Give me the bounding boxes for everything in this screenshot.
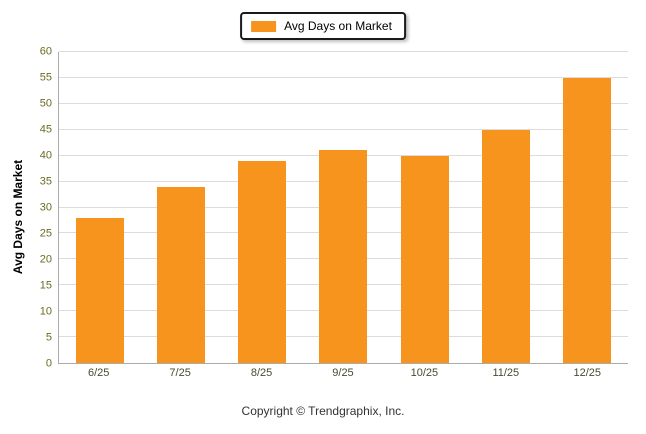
legend-swatch [251,20,277,32]
y-tick-label: 35 [39,175,52,188]
y-tick-label: 45 [39,123,52,136]
bar-6/25 [75,217,124,363]
x-tick-label: 12/25 [573,367,601,379]
bar-7/25 [156,186,205,363]
plot-area [58,51,628,364]
x-tick-label: 8/25 [250,367,273,379]
y-tick-label: 5 [45,331,52,344]
bar-12/25 [563,77,612,363]
bar-column [140,52,221,363]
x-tick-label: 10/25 [410,367,439,379]
bars-layer [59,52,628,363]
bar-column [59,52,140,363]
y-tick-label: 20 [39,253,52,266]
y-tick-label: 30 [39,201,52,214]
bar-column [384,52,465,363]
bar-column [465,52,546,363]
y-tick-label: 10 [39,305,52,318]
gridline [59,76,628,78]
copyright-text: Copyright © Trendgraphix, Inc. [241,404,405,418]
legend-label: Avg Days on Market [284,19,392,33]
legend: Avg Days on Market [240,12,406,40]
gridline [59,128,628,130]
y-tick-label: 15 [39,279,52,292]
x-tick-label: 6/25 [88,367,110,379]
x-axis-labels: 6/25 7/25 8/25 9/25 10/25 11/25 12/25 [58,364,628,382]
x-tick-label: 9/25 [332,367,354,379]
bar-11/25 [482,129,531,363]
plot-column: 6/25 7/25 8/25 9/25 10/25 11/25 12/25 [58,51,628,382]
bar-9/25 [319,150,368,363]
y-tick-label: 25 [39,227,52,240]
y-axis-tick-labels: 0 5 10 15 20 25 30 35 40 45 50 55 60 [28,46,58,369]
bar-column [222,52,303,363]
bar-8/25 [238,160,287,363]
gridline [59,102,628,104]
x-tick-label: 11/25 [492,367,520,379]
y-tick-label: 50 [39,97,52,110]
y-tick-label: 60 [39,45,52,58]
bar-column [303,52,384,363]
y-axis-title-area: Avg Days on Market [8,52,28,382]
y-tick-label: 40 [39,149,52,162]
bar-column [547,52,628,363]
y-axis-title: Avg Days on Market [11,159,25,275]
gridline [59,51,628,52]
bar-10/25 [400,155,449,363]
y-tick-label: 0 [45,357,52,370]
y-tick-label: 55 [39,71,52,84]
x-tick-label: 7/25 [169,367,191,379]
chart-body: Avg Days on Market 0 5 10 15 20 25 30 35 40 45 50 5… [8,46,628,382]
